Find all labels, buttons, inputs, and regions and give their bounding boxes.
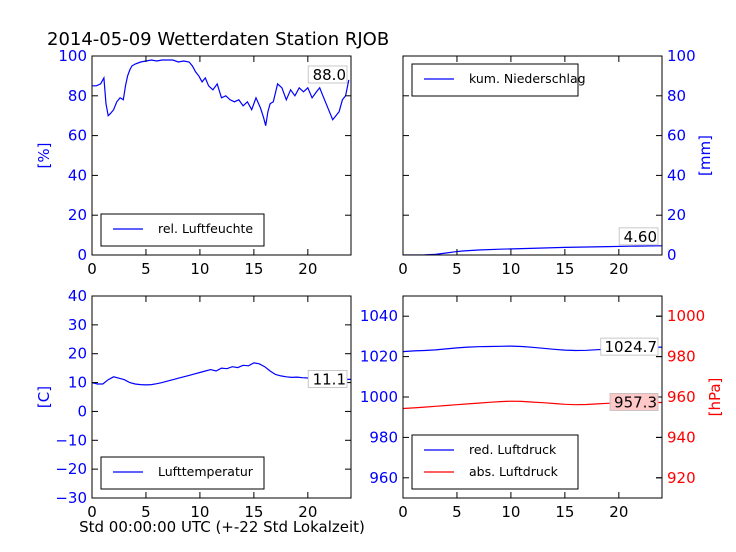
plot-frame-temperature	[91, 295, 352, 499]
x-tick-label-pressure-15: 15	[555, 503, 574, 521]
y-tick-label-precipitation-60: 60	[667, 127, 686, 145]
annotation-precipitation-0: 4.60	[624, 228, 657, 246]
x-tick-label-pressure-0: 0	[398, 503, 408, 521]
annotation-box-precipitation-0	[618, 227, 659, 246]
annotation-pressure-1: 957.3	[614, 393, 657, 411]
y2-tick-label-pressure-960: 960	[667, 388, 696, 406]
y2-tick-label-pressure-980: 980	[667, 348, 696, 366]
x-tick-label-pressure-5: 5	[452, 503, 462, 521]
legend-label-pressure-0: red. Luftdruck	[469, 442, 557, 457]
x-tick-label-temperature-15: 15	[244, 503, 263, 521]
y-tick-label-humidity-0: 0	[77, 246, 87, 264]
y-tick-label-precipitation-40: 40	[667, 166, 686, 184]
y-tick-label-precipitation-0: 0	[667, 246, 677, 264]
y2-tick-label-pressure-940: 940	[667, 428, 696, 446]
y-tick-label-pressure-1000: 1000	[360, 388, 398, 406]
y-tick-label-pressure-960: 960	[369, 469, 398, 487]
annotation-box-temperature-0	[307, 369, 348, 388]
y-tick-label-temperature-30: 30	[68, 316, 87, 334]
y-axis-label-temperature: [C]	[35, 386, 53, 408]
y-tick-label-humidity-80: 80	[68, 87, 87, 105]
x-tick-label-temperature-20: 20	[298, 503, 317, 521]
y2-tick-label-pressure-1000: 1000	[667, 307, 705, 325]
x-tick-label-precipitation-10: 10	[501, 260, 520, 278]
y2-tick-label-pressure-920: 920	[667, 469, 696, 487]
panel-pressure: 0 5 10 15 20 960 980 1000 1020 1040 920 940 960 980 10…	[360, 295, 724, 521]
annotation-box-pressure-0	[600, 337, 659, 356]
annotation-box-humidity-0	[307, 65, 348, 84]
x-tick-label-temperature-0: 0	[87, 503, 97, 521]
panel-humidity: 0 5 10 15 20 0 20 40 60 80 100 [%] 88.0 rel. Luftfeuc…	[35, 47, 352, 278]
legend-label-temperature-0: Lufttemperatur	[158, 464, 254, 479]
legend-humidity	[100, 213, 265, 247]
x-tick-label-pressure-10: 10	[501, 503, 520, 521]
legend-pressure	[411, 434, 579, 490]
x-tick-label-precipitation-15: 15	[555, 260, 574, 278]
y-tick-label-pressure-1020: 1020	[360, 348, 398, 366]
y-tick-label-humidity-40: 40	[68, 166, 87, 184]
x-tick-label-pressure-20: 20	[609, 503, 628, 521]
panel-temperature: 0 5 10 15 20 −30 −20 −10 0 10 20 30 40 [C] 11.1 Lufttem…	[35, 287, 352, 521]
plot-frame-precipitation	[402, 55, 663, 256]
figure-title: 2014-05-09 Wetterdaten Station RJOB	[47, 29, 389, 50]
y-tick-label-temperature--20: −20	[55, 460, 87, 478]
y-tick-label-temperature--30: −30	[55, 489, 87, 507]
x-tick-label-humidity-5: 5	[141, 260, 151, 278]
y-tick-label-humidity-100: 100	[58, 47, 87, 65]
y-axis-label-precipitation: [mm]	[696, 135, 714, 176]
x-tick-label-humidity-0: 0	[87, 260, 97, 278]
series-line-humidity-0	[92, 59, 350, 126]
x-tick-label-precipitation-5: 5	[452, 260, 462, 278]
annotation-humidity-0: 88.0	[313, 66, 346, 84]
y-tick-label-pressure-1040: 1040	[360, 307, 398, 325]
x-tick-label-precipitation-20: 20	[609, 260, 628, 278]
x-tick-label-precipitation-0: 0	[398, 260, 408, 278]
x-axis-label: Std 00:00:00 UTC (+-22 Std Lokalzeit)	[79, 518, 365, 536]
y-tick-label-temperature-40: 40	[68, 287, 87, 305]
y-axis-label-humidity: [%]	[35, 143, 53, 169]
annotation-box-pressure-1	[609, 393, 659, 411]
y-tick-label-precipitation-80: 80	[667, 87, 686, 105]
legend-precipitation	[411, 63, 579, 97]
legend-label-pressure-1: abs. Luftdruck	[469, 464, 559, 479]
y-tick-label-temperature-0: 0	[77, 402, 87, 420]
x-tick-label-humidity-20: 20	[298, 260, 317, 278]
y-tick-label-precipitation-100: 100	[667, 47, 696, 65]
series-line-precipitation-0	[403, 245, 662, 255]
x-tick-label-humidity-15: 15	[244, 260, 263, 278]
legend-temperature	[100, 456, 265, 490]
x-tick-label-humidity-10: 10	[190, 260, 209, 278]
series-line-temperature-0	[92, 362, 351, 386]
y-tick-label-humidity-20: 20	[68, 206, 87, 224]
plot-frame-humidity	[91, 55, 352, 256]
y-tick-label-pressure-980: 980	[369, 428, 398, 446]
annotation-pressure-0: 1024.7	[605, 338, 658, 356]
x-tick-label-temperature-10: 10	[190, 503, 209, 521]
legend-label-humidity-0: rel. Luftfeuchte	[158, 221, 253, 236]
panel-precipitation: 0 5 10 15 20 0 20 40 60 80 100 [mm] 4.60 kum. Nieders…	[398, 47, 714, 278]
y-tick-label-precipitation-20: 20	[667, 206, 686, 224]
y-tick-label-humidity-60: 60	[68, 127, 87, 145]
y-tick-label-temperature-10: 10	[68, 374, 87, 392]
legend-label-precipitation-0: kum. Niederschlag	[469, 71, 586, 86]
y-axis-label-right-pressure: [hPa]	[706, 378, 724, 417]
y-tick-label-temperature-20: 20	[68, 345, 87, 363]
annotation-temperature-0: 11.1	[313, 370, 346, 388]
x-tick-label-temperature-5: 5	[141, 503, 151, 521]
y-tick-label-temperature--10: −10	[55, 431, 87, 449]
